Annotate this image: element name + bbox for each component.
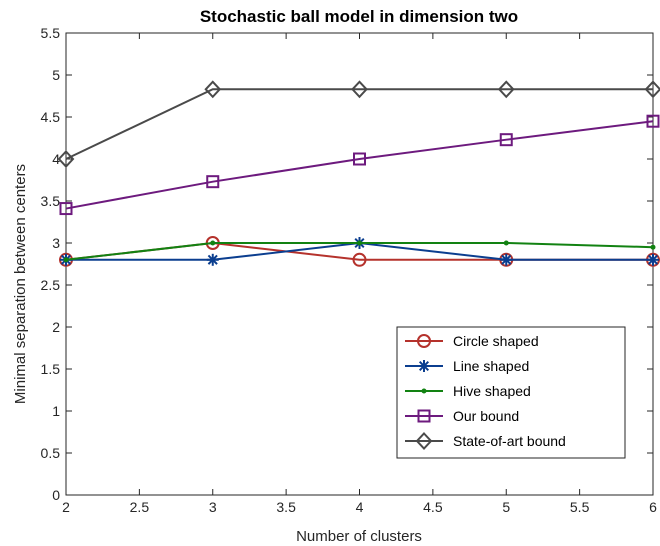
data-point: [644, 80, 660, 99]
circle-marker: [352, 252, 367, 267]
square-marker: [646, 114, 660, 128]
asterisk-stroke: [647, 254, 659, 265]
series-state-of-art-bound: [57, 80, 660, 168]
x-tick-label: 3.5: [276, 499, 296, 515]
y-tick-label: 4: [52, 151, 60, 167]
square-marker: [353, 152, 366, 166]
legend-label: Line shaped: [453, 358, 529, 374]
dot-marker: [421, 388, 427, 394]
x-tick-label: 5.5: [570, 499, 590, 515]
dot-marker: [210, 240, 216, 246]
legend-item: State-of-art bound: [405, 432, 566, 450]
y-tick-label: 2.5: [41, 277, 61, 293]
x-tick-label: 3: [209, 499, 217, 515]
diamond-marker: [497, 80, 515, 99]
y-tick-label: 3.5: [41, 193, 61, 209]
legend-marker: [417, 334, 431, 348]
data-point: [351, 80, 368, 99]
data-point: [206, 253, 219, 266]
y-tick-label: 1.5: [41, 361, 61, 377]
diamond-marker: [57, 150, 75, 168]
chart-title: Stochastic ball model in dimension two: [200, 7, 518, 26]
diamond-marker: [351, 80, 368, 99]
legend-item: Line shaped: [405, 358, 529, 374]
legend-label: Our bound: [453, 408, 519, 424]
dot-marker: [63, 257, 69, 263]
data-point: [499, 133, 513, 147]
x-tick-label: 2.5: [130, 499, 150, 515]
dot-marker: [650, 244, 656, 250]
legend-box: [396, 326, 626, 459]
y-tick-label: 2: [52, 319, 60, 335]
data-point: [59, 202, 73, 216]
x-tick-label: 6: [649, 499, 657, 515]
asterisk-stroke: [207, 254, 218, 265]
data-point: [497, 80, 515, 99]
data-point: [650, 244, 656, 250]
data-point: [503, 240, 509, 246]
series-our-bound: [59, 114, 660, 216]
data-point: [500, 253, 513, 266]
y-tick-label: 3: [52, 235, 60, 251]
asterisk-stroke: [501, 254, 512, 265]
legend-label: State-of-art bound: [453, 433, 566, 449]
square-marker: [206, 175, 220, 189]
y-axis-label: Minimal separation between centers: [12, 164, 29, 404]
data-point: [63, 257, 69, 263]
series-line: [65, 120, 654, 210]
asterisk-stroke: [418, 360, 430, 372]
square-marker: [59, 202, 73, 216]
dot-marker: [503, 240, 509, 246]
y-tick-label: 1: [52, 403, 60, 419]
x-tick-label: 5: [502, 499, 510, 515]
data-point: [646, 114, 660, 128]
legend-item: Our bound: [405, 408, 519, 424]
legend-marker: [415, 432, 433, 450]
data-point: [353, 152, 366, 166]
diamond-marker: [415, 432, 433, 450]
y-tick-label: 0.5: [41, 445, 61, 461]
data-point: [647, 253, 659, 266]
legend-marker: [418, 360, 430, 372]
legend-marker: [417, 409, 431, 423]
y-tick-label: 4.5: [41, 109, 61, 125]
legend-item: Circle shaped: [405, 333, 539, 349]
y-tick-label: 0: [52, 487, 60, 503]
x-tick-label: 2: [62, 499, 70, 515]
x-tick-label: 4.5: [423, 499, 443, 515]
square-marker: [417, 409, 431, 423]
diamond-marker: [644, 80, 660, 99]
legend: Circle shaped Line shaped Hive shaped Our b…: [396, 326, 626, 459]
series-line: [65, 88, 653, 160]
legend-label: Hive shaped: [453, 383, 531, 399]
data-point: [357, 240, 362, 246]
data-point: [57, 150, 75, 168]
data-point: [206, 175, 220, 189]
data-point: [210, 240, 216, 246]
circle-marker: [417, 334, 431, 348]
plot-area: 2 2.5 3 3.5 4 4.5 5 5.5 6 0 0.5 1 1.5 2 2.5 3 3.5 4 4.5 5 5.…: [41, 25, 660, 515]
legend-marker: [421, 388, 427, 394]
x-tick-label: 4: [356, 499, 364, 515]
series-hive-shaped: [63, 240, 656, 263]
legend-item: Hive shaped: [405, 383, 531, 399]
data-point: [204, 80, 222, 99]
y-tick-label: 5: [52, 67, 60, 83]
legend-label: Circle shaped: [453, 333, 539, 349]
diamond-marker: [204, 80, 222, 99]
x-axis-label: Number of clusters: [296, 528, 422, 545]
square-marker: [499, 133, 513, 147]
y-tick-label: 5.5: [41, 25, 61, 41]
dot-marker: [357, 240, 362, 246]
data-point: [352, 252, 367, 267]
